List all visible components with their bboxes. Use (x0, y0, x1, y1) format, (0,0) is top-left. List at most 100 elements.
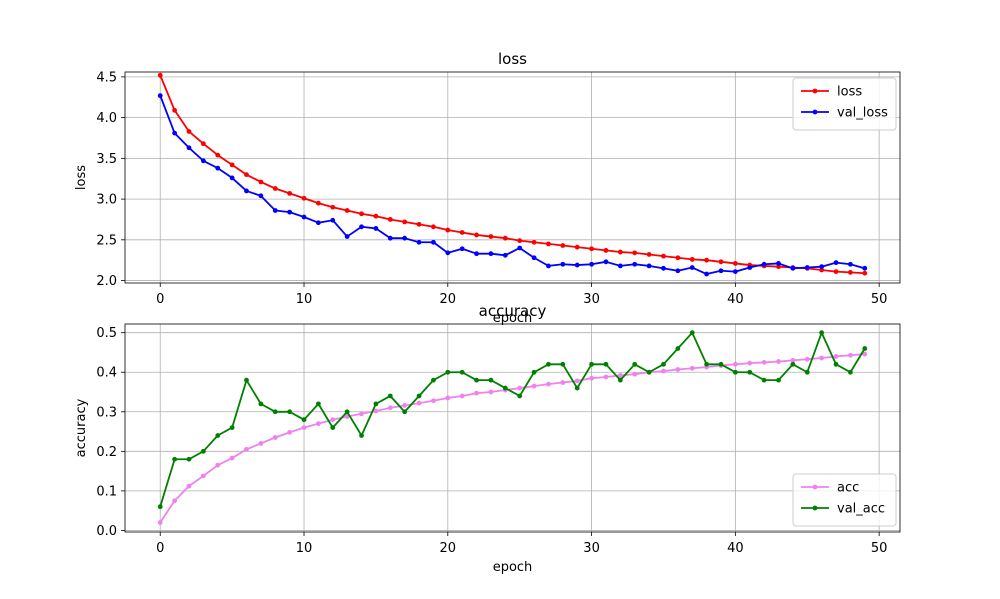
loss-point (488, 234, 494, 239)
loss-point (675, 255, 681, 261)
loss-axes-frame (124, 71, 901, 284)
acc-point (661, 368, 666, 374)
loss-point (215, 152, 221, 158)
val_loss-point (776, 261, 781, 266)
loss-point (718, 259, 724, 265)
loss-point (402, 219, 408, 225)
accuracy-x-axis-label: epoch (493, 560, 533, 575)
val_acc-point (215, 433, 221, 438)
val_loss-point (344, 234, 350, 239)
val_loss-point (675, 268, 681, 274)
loss-point (186, 129, 192, 134)
acc-point (560, 380, 566, 385)
accuracy-x-tick-label: 50 (871, 541, 888, 556)
val_acc-point (574, 385, 580, 391)
accuracy-y-tick-label: 0.0 (96, 524, 117, 539)
val_acc-point (416, 393, 422, 399)
val_acc-point (229, 425, 235, 431)
val_loss-point (517, 245, 523, 251)
val_loss-point (359, 224, 364, 230)
loss-x-axis-label: epoch (493, 311, 533, 326)
val_loss-point (862, 265, 868, 271)
val_acc-point (804, 369, 810, 375)
acc-point (330, 417, 336, 423)
val_loss-point (402, 235, 408, 241)
val_loss-series (157, 93, 868, 277)
accuracy-x-tick-label: 10 (296, 541, 313, 556)
val_loss-point (704, 271, 710, 277)
val_loss-legend-label: val_loss (837, 106, 888, 121)
val_loss-legend-marker (812, 109, 818, 115)
acc-legend-marker (812, 484, 818, 490)
val_loss-point (574, 262, 580, 268)
val_acc-legend-marker (812, 505, 818, 511)
val_loss-point (330, 217, 336, 223)
acc-point (474, 390, 479, 396)
acc-point (517, 385, 523, 391)
val_acc-point (718, 361, 724, 367)
acc-point (603, 374, 609, 380)
val_loss-point (315, 220, 321, 226)
val_acc-point (862, 346, 868, 351)
val_loss-point (502, 252, 508, 258)
val_loss-point (661, 265, 666, 271)
val_acc-point (287, 409, 293, 415)
val_acc-point (172, 456, 178, 462)
val_acc-point (431, 377, 436, 383)
val_loss-point (560, 261, 566, 267)
acc-point (272, 435, 278, 440)
val_acc-point (315, 401, 321, 407)
val_acc-point (330, 425, 336, 431)
val_loss-point (287, 209, 293, 215)
val_acc-point (531, 369, 537, 375)
val_acc-series (157, 330, 868, 510)
accuracy-x-tick-label: 0 (156, 541, 164, 556)
loss-point (301, 195, 307, 201)
loss-y-tick-label: 3.5 (96, 152, 117, 167)
loss-point (344, 208, 350, 213)
acc-point (431, 398, 436, 404)
loss-point (833, 269, 839, 274)
acc-point (215, 462, 221, 468)
val_acc-point (689, 330, 695, 336)
loss-series (157, 72, 868, 276)
accuracy-y-tick-label: 0.4 (96, 366, 117, 381)
loss-chart-title: loss (498, 50, 527, 68)
accuracy-y-tick-label: 0.1 (96, 484, 117, 499)
acc-point (200, 473, 206, 479)
acc-point (416, 400, 422, 406)
loss-y-tick-label: 2.5 (96, 233, 117, 248)
val_acc-point (244, 377, 249, 383)
loss-point (704, 257, 710, 263)
loss-y-tick-label: 4.5 (96, 70, 117, 85)
val_loss-point (847, 261, 853, 267)
val_acc-point (560, 361, 566, 367)
val_acc-point (517, 393, 523, 399)
loss-x-tick-label: 20 (440, 292, 457, 307)
acc-point (689, 365, 695, 371)
loss-x-tick-label: 50 (871, 292, 888, 307)
loss-point (359, 211, 364, 217)
val_acc-point (546, 361, 551, 367)
val_acc-point (675, 346, 681, 351)
val_loss-point (632, 261, 638, 267)
val_acc-point (258, 401, 264, 407)
acc-series (157, 351, 868, 525)
loss-x-tick-label: 0 (156, 292, 164, 307)
val_loss-point (445, 250, 451, 256)
loss-point (603, 248, 609, 253)
acc-point (531, 383, 537, 389)
val_loss-point (546, 263, 551, 269)
val_loss-point (301, 214, 307, 220)
val_acc-point (157, 504, 163, 510)
accuracy-y-tick-label: 0.5 (96, 326, 117, 341)
val_acc-point (617, 377, 623, 383)
val_acc-point (589, 361, 594, 367)
val_acc-point (186, 456, 192, 462)
loss-point (546, 241, 551, 247)
acc-point (819, 355, 825, 361)
loss-point (517, 238, 523, 244)
accuracy-legend: acc val_acc (792, 473, 897, 527)
val_loss-point (718, 268, 724, 274)
val_loss-point (790, 265, 796, 271)
